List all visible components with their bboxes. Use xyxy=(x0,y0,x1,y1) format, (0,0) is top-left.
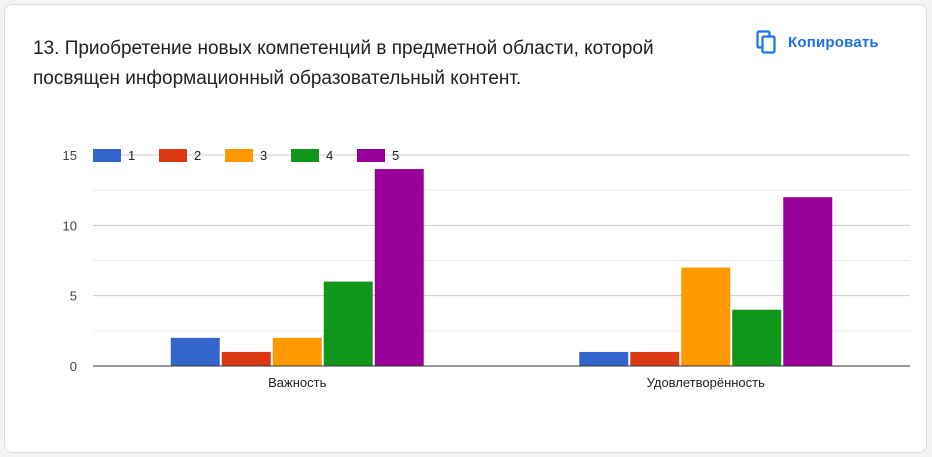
x-category-label: Удовлетворённость xyxy=(647,375,765,390)
y-tick-label: 10 xyxy=(63,218,77,233)
legend-swatch xyxy=(357,149,385,162)
legend-swatch xyxy=(291,149,319,162)
bar xyxy=(579,351,629,366)
bar xyxy=(783,197,833,366)
question-title: 13. Приобретение новых компетенций в пре… xyxy=(33,34,713,94)
copy-icon xyxy=(756,30,776,54)
bar xyxy=(681,267,731,366)
legend-swatch xyxy=(93,149,121,162)
legend-label: 4 xyxy=(326,148,333,163)
copy-button[interactable]: Копировать xyxy=(756,28,879,56)
bar xyxy=(272,337,322,366)
legend-label: 2 xyxy=(194,148,201,163)
bar xyxy=(374,169,424,366)
bar xyxy=(630,351,680,366)
y-tick-label: 0 xyxy=(70,359,77,374)
x-category-label: Важность xyxy=(268,375,326,390)
y-tick-label: 5 xyxy=(70,289,77,304)
question-title-line-1: 13. Приобретение новых компетенций в пре… xyxy=(33,38,654,59)
bar xyxy=(170,337,220,366)
bar xyxy=(221,351,271,366)
question-card: 13. Приобретение новых компетенций в пре… xyxy=(4,4,927,453)
y-tick-label: 15 xyxy=(63,148,77,163)
legend-swatch xyxy=(225,149,253,162)
legend-label: 5 xyxy=(392,148,399,163)
bar xyxy=(732,309,782,366)
legend-label: 1 xyxy=(128,148,135,163)
bar xyxy=(323,281,373,366)
legend-swatch xyxy=(159,149,187,162)
legend-label: 3 xyxy=(260,148,267,163)
question-title-line-2: посвящен информационный образовательный … xyxy=(33,68,522,89)
copy-button-label: Копировать xyxy=(788,33,879,51)
